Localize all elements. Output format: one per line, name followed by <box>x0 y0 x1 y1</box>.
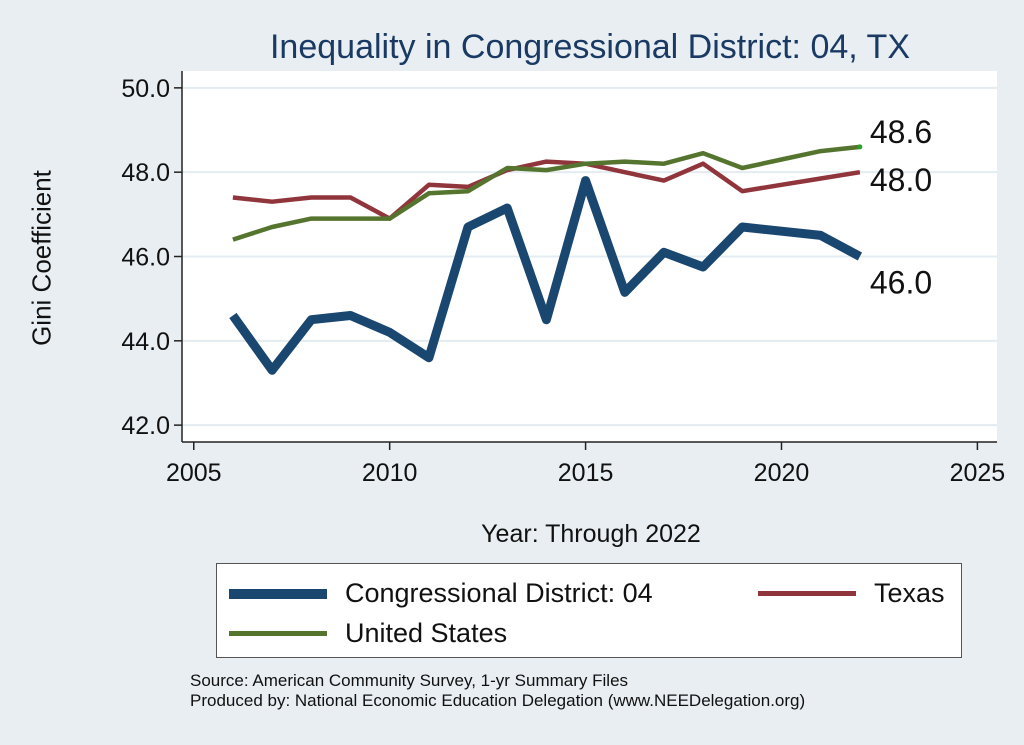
x-tick-label: 2025 <box>950 459 1006 487</box>
legend-swatch-texas <box>758 591 856 596</box>
produced-by-note: Produced by: National Economic Education… <box>190 691 806 710</box>
y-tick-label: 50.0 <box>121 75 170 103</box>
legend-label-texas: Texas <box>874 578 945 608</box>
x-tick-label: 2005 <box>166 459 222 487</box>
x-axis-label: Year: Through 2022 <box>481 520 701 548</box>
legend-swatch-us <box>229 631 327 636</box>
legend: Congressional District: 04 Texas United … <box>216 563 962 658</box>
legend-item-us: United States <box>229 618 507 649</box>
series-line-texas <box>232 159 861 221</box>
y-axis-label: Gini Coefficient <box>26 170 57 346</box>
x-tick-label: 2010 <box>362 459 418 487</box>
y-tick-label: 46.0 <box>121 244 170 272</box>
chart-title: Inequality in Congressional District: 04… <box>269 28 910 66</box>
end-marker-us <box>857 144 863 150</box>
end-label-district: 46.0 <box>870 265 932 301</box>
y-tick-label: 48.0 <box>121 159 170 187</box>
legend-item-district: Congressional District: 04 <box>229 578 653 609</box>
legend-swatch-district <box>229 588 327 599</box>
source-note: Source: American Community Survey, 1-yr … <box>190 671 629 690</box>
source-notes: Source: American Community Survey, 1-yr … <box>190 671 805 711</box>
legend-label-us: United States <box>345 618 508 648</box>
series-line-district <box>229 176 863 375</box>
y-tick-label: 42.0 <box>121 412 170 440</box>
series-line-us <box>232 144 861 242</box>
legend-label-district: Congressional District: 04 <box>345 578 653 608</box>
x-tick-label: 2020 <box>754 459 810 487</box>
x-tick-label: 2015 <box>558 459 614 487</box>
y-tick-label: 44.0 <box>121 328 170 356</box>
end-label-us: 48.6 <box>870 114 932 150</box>
end-label-texas: 48.0 <box>870 162 932 198</box>
legend-item-texas: Texas <box>758 578 945 609</box>
